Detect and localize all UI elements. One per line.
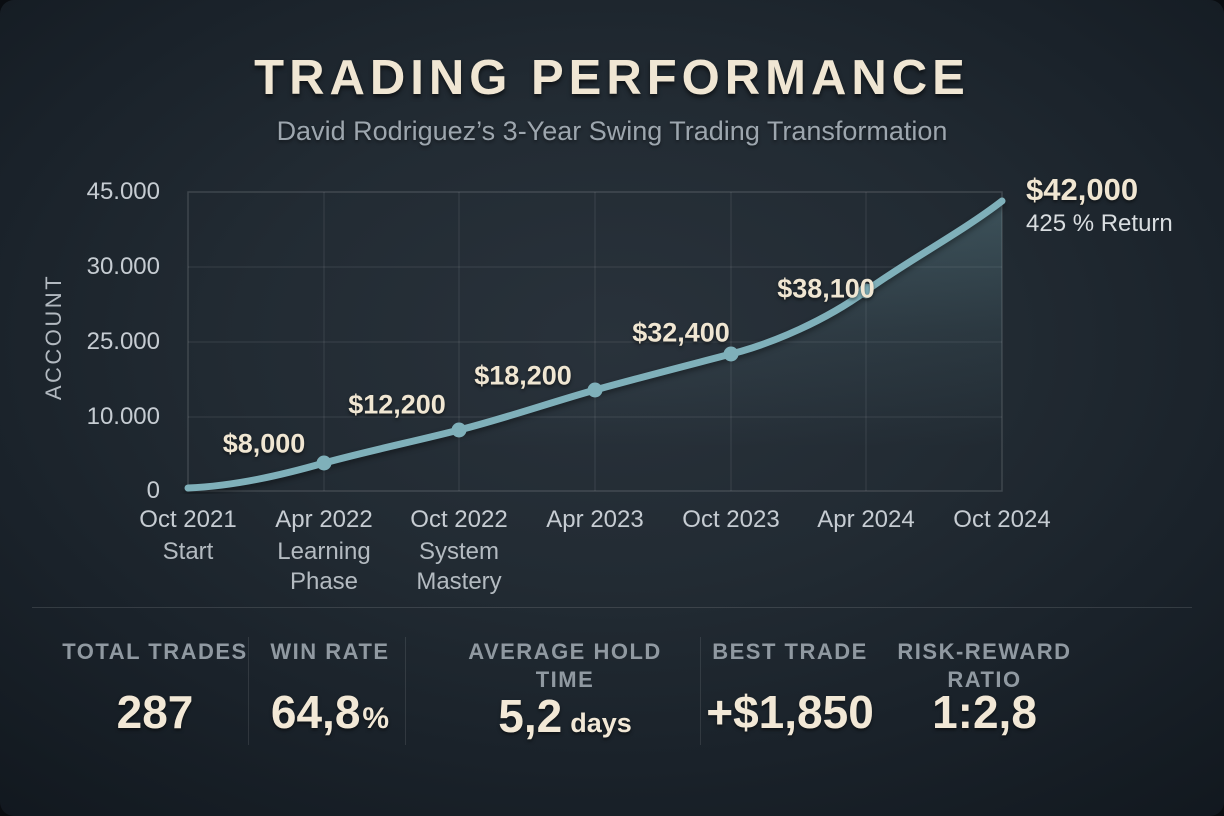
point-marker — [451, 422, 467, 438]
point-marker — [723, 346, 739, 362]
stat-divider — [405, 637, 406, 745]
x-phase-label: System Mastery — [416, 538, 502, 595]
y-tick-label: 45.000 — [86, 178, 160, 205]
stat-value-suffix: % — [362, 702, 390, 735]
stat-value: 287 — [55, 686, 255, 738]
x-tick-label: Oct 2024 — [953, 506, 1051, 533]
stat-column-avg-hold-time: AVERAGE HOLD TIME 5,2 days — [450, 638, 680, 758]
point-label: $8,000 — [222, 428, 306, 459]
point-marker — [858, 283, 874, 299]
stat-value-number: 64,8 — [270, 686, 361, 738]
x-tick-label: Oct 2022 — [410, 506, 508, 533]
point-marker — [587, 382, 603, 398]
stat-divider — [248, 637, 249, 745]
point-label: $32,400 — [632, 317, 730, 348]
stat-value: +$1,850 — [685, 686, 895, 738]
final-value-label: $42,000 — [1026, 172, 1139, 207]
x-tick-label: Oct 2023 — [682, 506, 780, 533]
stat-label: AVERAGE HOLD TIME — [468, 639, 662, 692]
stat-value-suffix: days — [570, 708, 632, 738]
x-tick-label: Oct 2021 — [139, 506, 237, 533]
page-title: TRADING PERFORMANCE — [254, 51, 970, 105]
stat-divider — [700, 637, 701, 745]
stats-top-divider — [32, 607, 1192, 608]
y-tick-label: 10.000 — [86, 403, 160, 430]
page-subtitle: David Rodriguez’s 3-Year Swing Trading T… — [276, 116, 948, 146]
stat-value-number: 1:2,8 — [932, 686, 1037, 738]
point-marker — [316, 455, 332, 471]
point-label: $38,100 — [777, 273, 875, 304]
stat-column-total-trades: TOTAL TRADES 287 — [55, 638, 255, 758]
x-tick-label: Apr 2023 — [546, 506, 644, 533]
stat-label: TOTAL TRADES — [62, 639, 248, 664]
point-label: $12,200 — [348, 389, 446, 420]
final-return-label: 425 % Return — [1026, 210, 1173, 237]
y-tick-label: 0 — [146, 477, 160, 504]
stat-label: BEST TRADE — [712, 639, 868, 664]
stat-value: 64,8% — [250, 686, 410, 745]
stat-value-number: +$1,850 — [706, 686, 874, 738]
stat-label: WIN RATE — [270, 639, 390, 664]
stat-column-win-rate: WIN RATE 64,8% — [250, 638, 410, 758]
x-phase-label: Learning Phase — [277, 538, 371, 595]
equity-area-fill — [188, 201, 1002, 491]
stat-value-number: 287 — [116, 686, 194, 738]
stat-value: 5,2 days — [450, 690, 680, 749]
y-tick-label: 25.000 — [86, 328, 160, 355]
point-label: $18,200 — [474, 360, 572, 391]
y-tick-label: 30.000 — [86, 253, 160, 280]
x-phase-label: Start — [162, 538, 214, 565]
x-tick-label: Apr 2024 — [817, 506, 915, 533]
x-tick-label: Apr 2022 — [275, 506, 373, 533]
stat-column-risk-reward: RISK-REWARD RATIO 1:2,8 — [857, 638, 1112, 758]
stat-column-best-trade: BEST TRADE +$1,850 — [685, 638, 895, 758]
stat-value: 1:2,8 — [857, 686, 1112, 738]
stat-label: RISK-REWARD RATIO — [897, 639, 1072, 692]
performance-line-chart — [184, 191, 1006, 492]
stat-value-number: 5,2 — [498, 690, 563, 742]
